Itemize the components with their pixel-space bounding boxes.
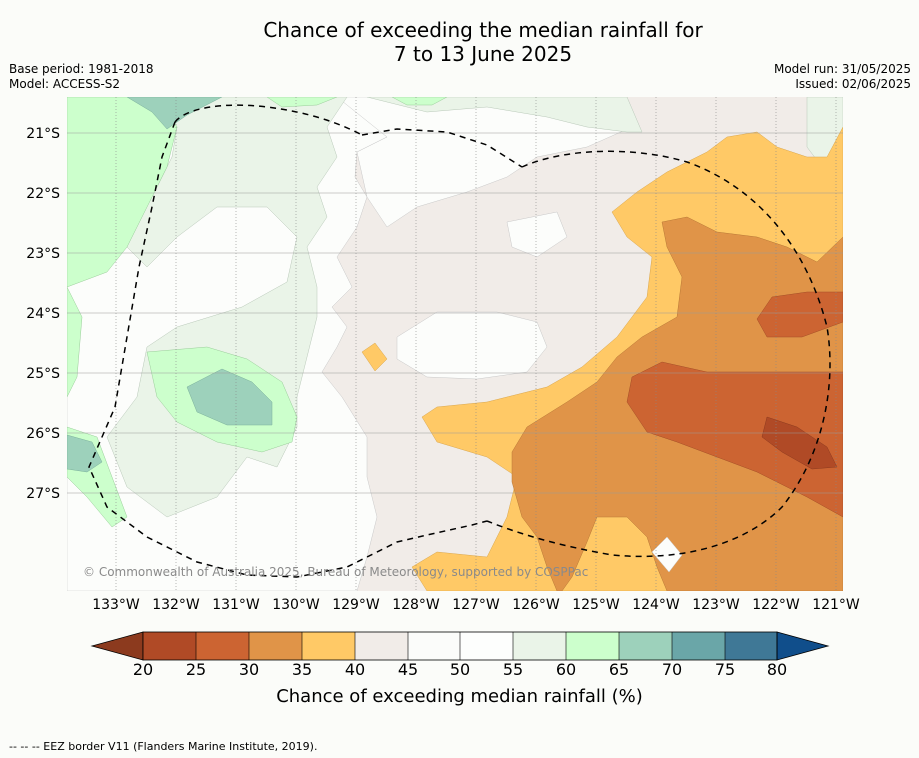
lat-label: 25°S (26, 366, 60, 382)
title-line-2: 7 to 13 June 2025 (393, 42, 573, 66)
colorbar-dividers (195, 632, 726, 660)
colorbar-tick: 70 (661, 660, 683, 679)
colorbar-tick: 40 (344, 660, 366, 679)
lon-label: 130°W (272, 597, 320, 613)
colorbar-bin (143, 632, 196, 660)
lat-label: 26°S (26, 426, 60, 442)
colorbar-extend-high (776, 631, 830, 661)
graticule-lat (67, 132, 843, 494)
contour-25-30 (626, 361, 843, 518)
lon-label: 129°W (332, 597, 380, 613)
contour-60-65-n (266, 97, 448, 108)
base-period: Base period: 1981-2018 (9, 62, 154, 76)
colorbar-bin (513, 632, 566, 660)
colorbar-tick: 50 (449, 660, 471, 679)
eez-border-west (88, 104, 523, 578)
contour-65-70-w (186, 368, 273, 426)
lat-label: 27°S (26, 486, 60, 502)
lon-label: 132°W (152, 597, 200, 613)
contour-55-60-n (366, 97, 643, 133)
lon-label: 133°W (92, 597, 140, 613)
colorbar-tick: 20 (132, 660, 154, 679)
colorbar-tick: 30 (238, 660, 260, 679)
colorbar-bin (566, 632, 619, 660)
contour-25-30-north (756, 291, 843, 338)
colorbar-extend-low (90, 631, 144, 661)
model-name: Model: ACCESS-S2 (9, 77, 121, 91)
lon-label: 127°W (452, 597, 500, 613)
lon-label: 125°W (572, 597, 620, 613)
colorbar-bin (249, 632, 302, 660)
copyright-notice: © Commonwealth of Australia 2025, Bureau… (83, 565, 589, 579)
lat-label: 24°S (26, 306, 60, 322)
colorbar-bin (619, 632, 672, 660)
colorbar-tick: 60 (555, 660, 577, 679)
lon-label: 122°W (752, 597, 800, 613)
contour-60-65-sw (67, 286, 83, 398)
lon-label: 123°W (692, 597, 740, 613)
lon-label: 124°W (632, 597, 680, 613)
title-line-1: Chance of exceeding the median rainfall … (263, 18, 703, 42)
colorbar-bin (460, 632, 513, 660)
issued-date: Issued: 02/06/2025 (795, 77, 911, 91)
colorbar-tick: 25 (185, 660, 207, 679)
colorbar (90, 631, 830, 661)
contour-35-40-dot (361, 342, 388, 372)
lon-label: 131°W (212, 597, 260, 613)
rainfall-map (67, 97, 843, 591)
eez-legend-note: -- -- -- EEZ border V11 (Flanders Marine… (9, 740, 318, 753)
model-run: Model run: 31/05/2025 (773, 62, 911, 76)
graticule (115, 97, 837, 591)
colorbar-tick: 80 (766, 660, 788, 679)
map-title: Chance of exceeding the median rainfall … (0, 18, 919, 66)
colorbar-bin (355, 632, 408, 660)
eez-border-east (486, 150, 831, 558)
contour-45-55-central (396, 311, 548, 380)
colorbar-bin (672, 632, 725, 660)
lon-label: 128°W (392, 597, 440, 613)
colorbar-bin (302, 632, 355, 660)
meta-right: Model run: 31/05/2025 Issued: 02/06/2025 (774, 62, 911, 92)
lat-label: 22°S (26, 186, 60, 202)
contour-45-55-patch (651, 536, 683, 573)
lon-label: 126°W (512, 597, 560, 613)
colorbar-tick: 65 (608, 660, 630, 679)
lat-label: 23°S (26, 246, 60, 262)
colorbar-title: Chance of exceeding median rainfall (%) (276, 686, 643, 707)
colorbar-tick: 55 (502, 660, 524, 679)
colorbar-tick: 35 (291, 660, 313, 679)
contour-65-70-sw (67, 434, 103, 473)
colorbar-bin (196, 632, 249, 660)
colorbar-bin (725, 632, 777, 660)
meta-left: Base period: 1981-2018 Model: ACCESS-S2 (9, 62, 154, 92)
contour-45-55-small (506, 211, 568, 258)
colorbar-tick: 45 (397, 660, 419, 679)
colorbar-tick: 75 (714, 660, 736, 679)
lon-label: 121°W (812, 597, 860, 613)
lat-label: 21°S (26, 126, 60, 142)
colorbar-bin (408, 632, 460, 660)
contour-65-70-nw (126, 97, 223, 130)
contour-20-25 (761, 416, 838, 470)
rainfall-contour-map (67, 97, 843, 591)
